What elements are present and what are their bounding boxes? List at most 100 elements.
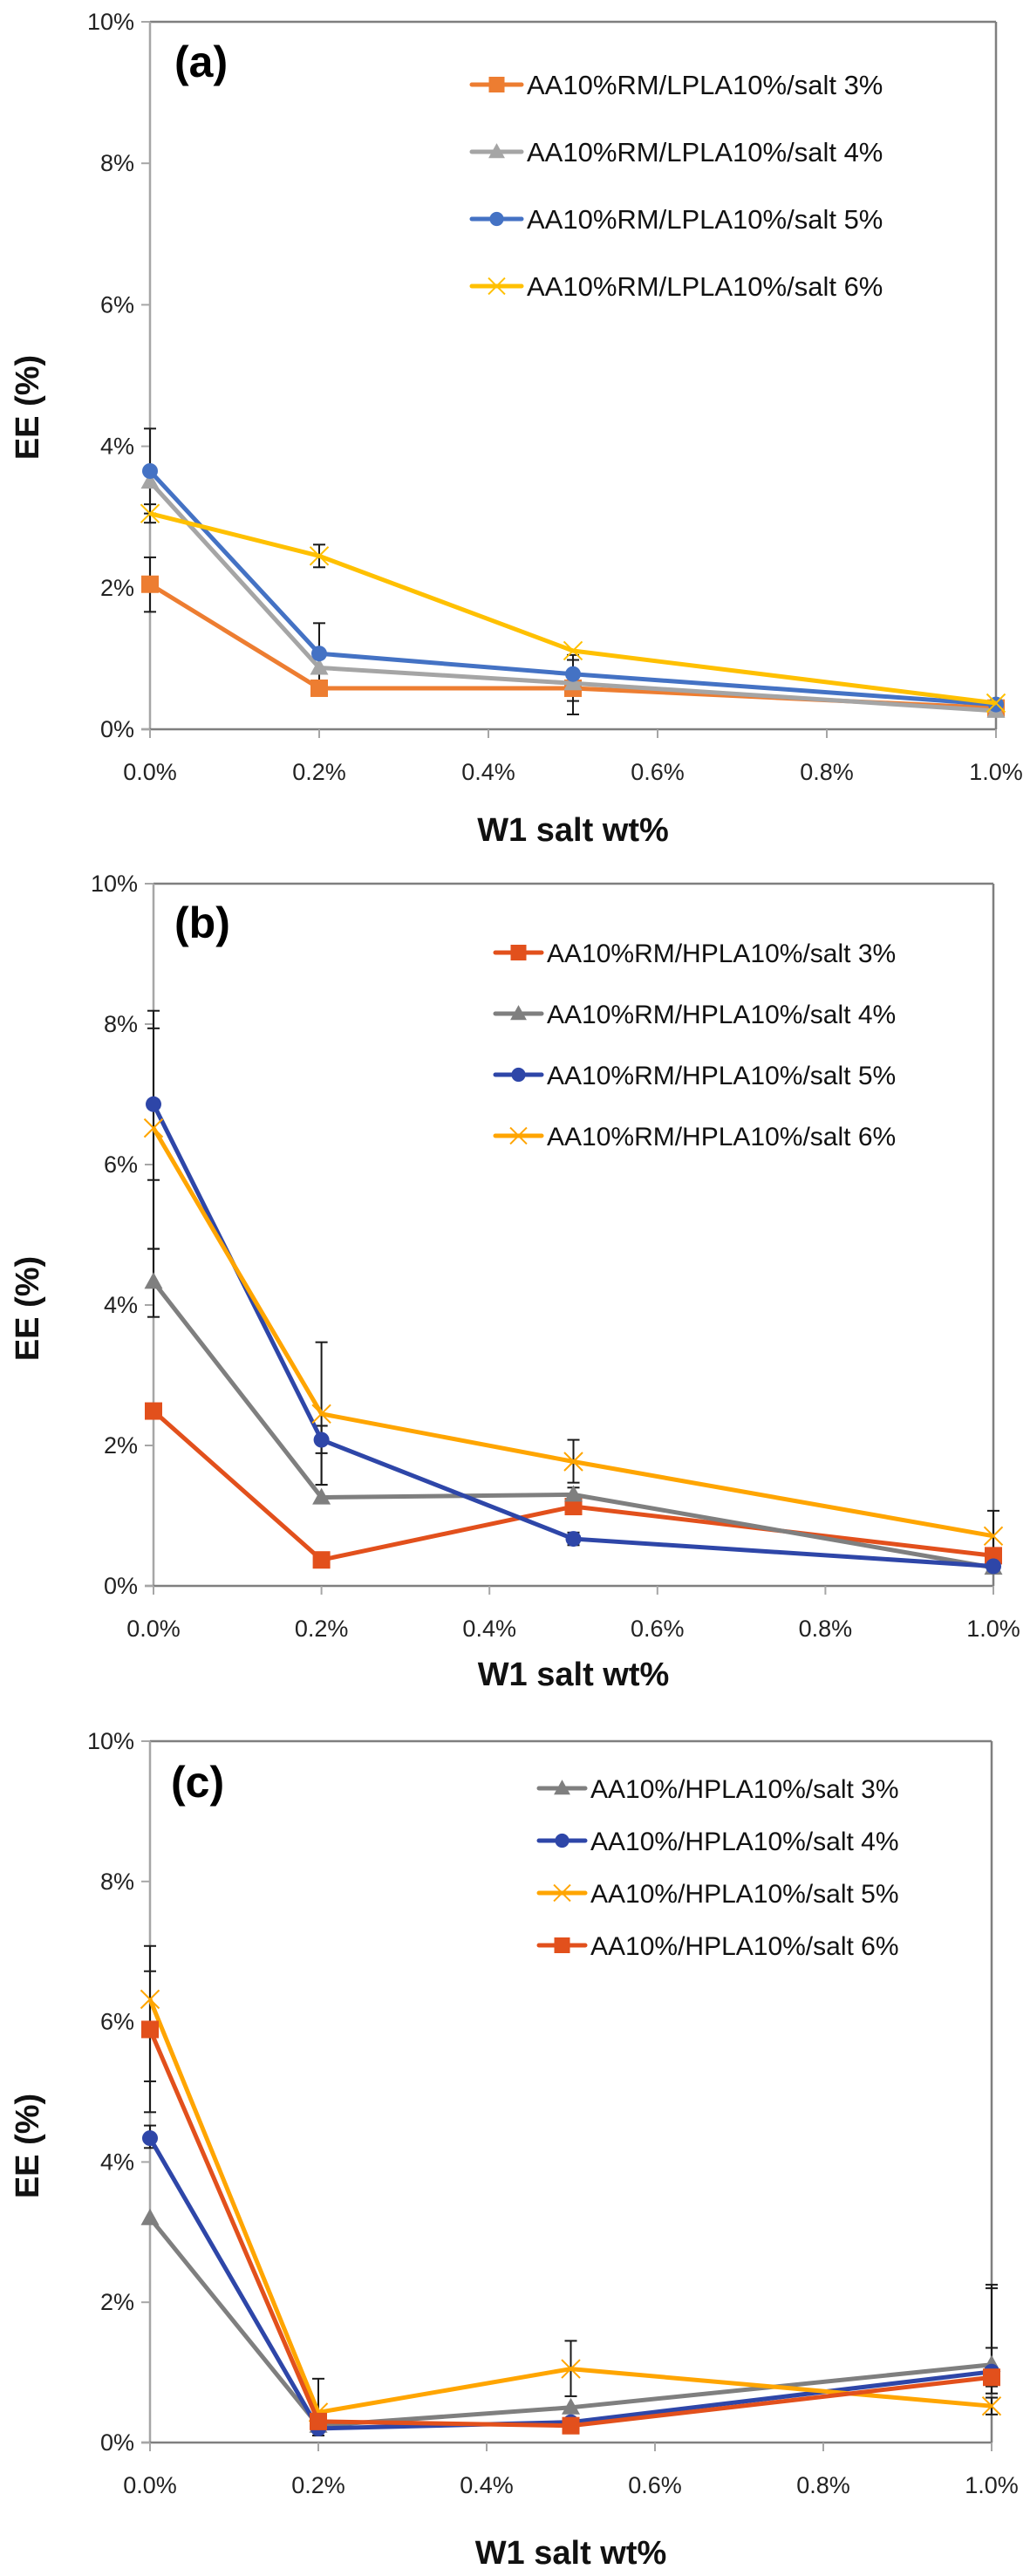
chart-panel-1: 0% 2% 4% 6% 8% 10% 0.0% 0.2% 0.4% 0.6% 0.8% 1.0% W1 … [10,9,1023,849]
y-tick-label: 8% [100,1869,134,1895]
legend-label: AA10%RM/LPLA10%/salt 5% [527,204,883,235]
data-point-x-marker [983,1526,1004,1547]
data-point-square-marker [145,1402,162,1420]
series-line [148,480,997,714]
legend-swatch-x-marker [553,1883,571,1903]
x-tick-label: 0.8% [796,2472,850,2498]
x-tick-label: 1.0% [965,2472,1019,2498]
x-tick-label: 0.6% [628,2472,682,2498]
x-tick-label: 0.4% [461,759,515,785]
y-tick-label: 2% [100,2289,134,2315]
y-tick-label: 8% [100,150,134,176]
legend-swatch-circle-marker [489,211,504,227]
legend-item: AA10%RM/LPLA10%/salt 5% [469,204,883,235]
legend-label: AA10%RM/LPLA10%/salt 6% [527,271,883,302]
legend-item: AA10%/HPLA10%/salt 4% [536,1828,899,1856]
data-point-x-marker [311,1404,331,1424]
y-tick-label: 10% [91,871,138,897]
x-tick-label: 0.6% [631,759,685,785]
data-point-circle-marker [313,1431,330,1448]
legend-label: AA10%/HPLA10%/salt 5% [590,1880,899,1909]
x-tick-label: 0.4% [460,2472,514,2498]
data-point-circle-marker [142,2130,158,2147]
data-point-x-marker [981,2395,1002,2416]
data-point-circle-marker [986,1558,1001,1575]
data-point-triangle-marker [562,2397,580,2415]
legend-label: AA10%RM/HPLA10%/salt 3% [547,940,896,968]
x-tick-label: 1.0% [966,1616,1020,1642]
y-tick-label: 0% [100,2429,134,2456]
x-tick-label: 0.2% [292,759,346,785]
chart-panel-2: 0% 2% 4% 6% 8% 10% 0.0% 0.2% 0.4% 0.6% 0.8% 1.0% W1 … [10,871,1020,1693]
data-point-x-marker [563,1452,583,1472]
legend-swatch-circle-marker [555,1833,570,1848]
x-axis-title: W1 salt wt% [475,2535,667,2572]
series-4 [140,503,1006,714]
data-point-circle-marker [142,462,158,479]
data-point-square-marker [983,2368,1000,2387]
legend-item: AA10%RM/HPLA10%/salt 3% [493,940,896,968]
legend-item: AA10%RM/HPLA10%/salt 4% [493,1001,896,1029]
legend-item: AA10%RM/LPLA10%/salt 4% [469,137,883,167]
legend-label: AA10%/HPLA10%/salt 3% [590,1775,899,1804]
legend-item: AA10%RM/HPLA10%/salt 5% [493,1062,896,1090]
series-line [151,1126,994,1539]
y-tick-label: 4% [100,2149,134,2175]
data-point-x-marker [140,1989,160,2010]
x-tick-label: 0.6% [631,1616,685,1642]
data-point-triangle-marker [310,658,329,675]
series-4 [141,2020,1000,2435]
data-point-triangle-marker [140,472,160,489]
data-point-triangle-marker [564,1485,583,1502]
series-2 [140,472,1006,718]
series-line [147,2028,992,2429]
x-tick-label: 0.0% [126,1616,181,1642]
data-point-x-marker [140,503,160,523]
data-point-square-marker [310,679,328,697]
legend-swatch-triangle-marker [510,1005,527,1021]
legend-label: AA10%RM/LPLA10%/salt 3% [527,70,883,100]
legend-swatch-x-marker [488,277,506,296]
legend-label: AA10%/HPLA10%/salt 6% [590,1932,899,1961]
y-tick-label: 6% [104,1151,138,1178]
series-3 [140,1989,1002,2422]
legend-label: AA10%RM/HPLA10%/salt 6% [547,1123,896,1151]
data-point-square-marker [564,1498,583,1516]
data-point-square-marker [562,2416,580,2435]
data-point-triangle-marker [140,2208,160,2225]
y-tick-label: 0% [100,716,134,742]
legend-item: AA10%RM/HPLA10%/salt 6% [493,1123,896,1151]
data-point-square-marker [141,2020,159,2039]
series-line [152,1280,994,1570]
data-point-x-marker [986,693,1006,714]
series-4 [143,1117,1004,1547]
x-axis-title: W1 salt wt% [477,812,669,849]
x-tick-label: 0.0% [123,759,177,785]
x-tick-label: 0.8% [799,1616,853,1642]
data-point-x-marker [563,640,583,661]
y-tick-label: 0% [104,1573,138,1599]
y-tick-label: 2% [100,575,134,601]
y-tick-label: 4% [104,1292,138,1318]
y-tick-label: 6% [100,291,134,318]
chart-panel-3: 0% 2% 4% 6% 8% 10% 0.0% 0.2% 0.4% 0.6% 0.8% 1.0% W1 … [10,1728,1019,2572]
y-axis-title: EE (%) [10,355,46,460]
legend-item: AA10%/HPLA10%/salt 6% [536,1932,899,1961]
legend-swatch-triangle-marker [554,1780,570,1795]
y-tick-label: 8% [104,1011,138,1037]
series-line [149,511,997,706]
legend-swatch-x-marker [509,1126,528,1145]
x-axis-title: W1 salt wt% [478,1657,670,1693]
data-point-square-marker [141,575,159,593]
legend-label: AA10%/HPLA10%/salt 4% [590,1828,899,1856]
y-tick-label: 6% [100,2009,134,2035]
data-point-square-marker [312,1551,331,1569]
y-tick-label: 4% [100,434,134,460]
y-tick-label: 10% [87,1728,134,1754]
x-tick-label: 1.0% [969,759,1023,785]
x-tick-label: 0.2% [291,2472,345,2498]
x-tick-label: 0.8% [800,759,854,785]
legend-item: AA10%RM/LPLA10%/salt 6% [469,271,883,302]
legend-label: AA10%RM/LPLA10%/salt 4% [527,137,883,167]
data-point-square-marker [310,2412,327,2430]
